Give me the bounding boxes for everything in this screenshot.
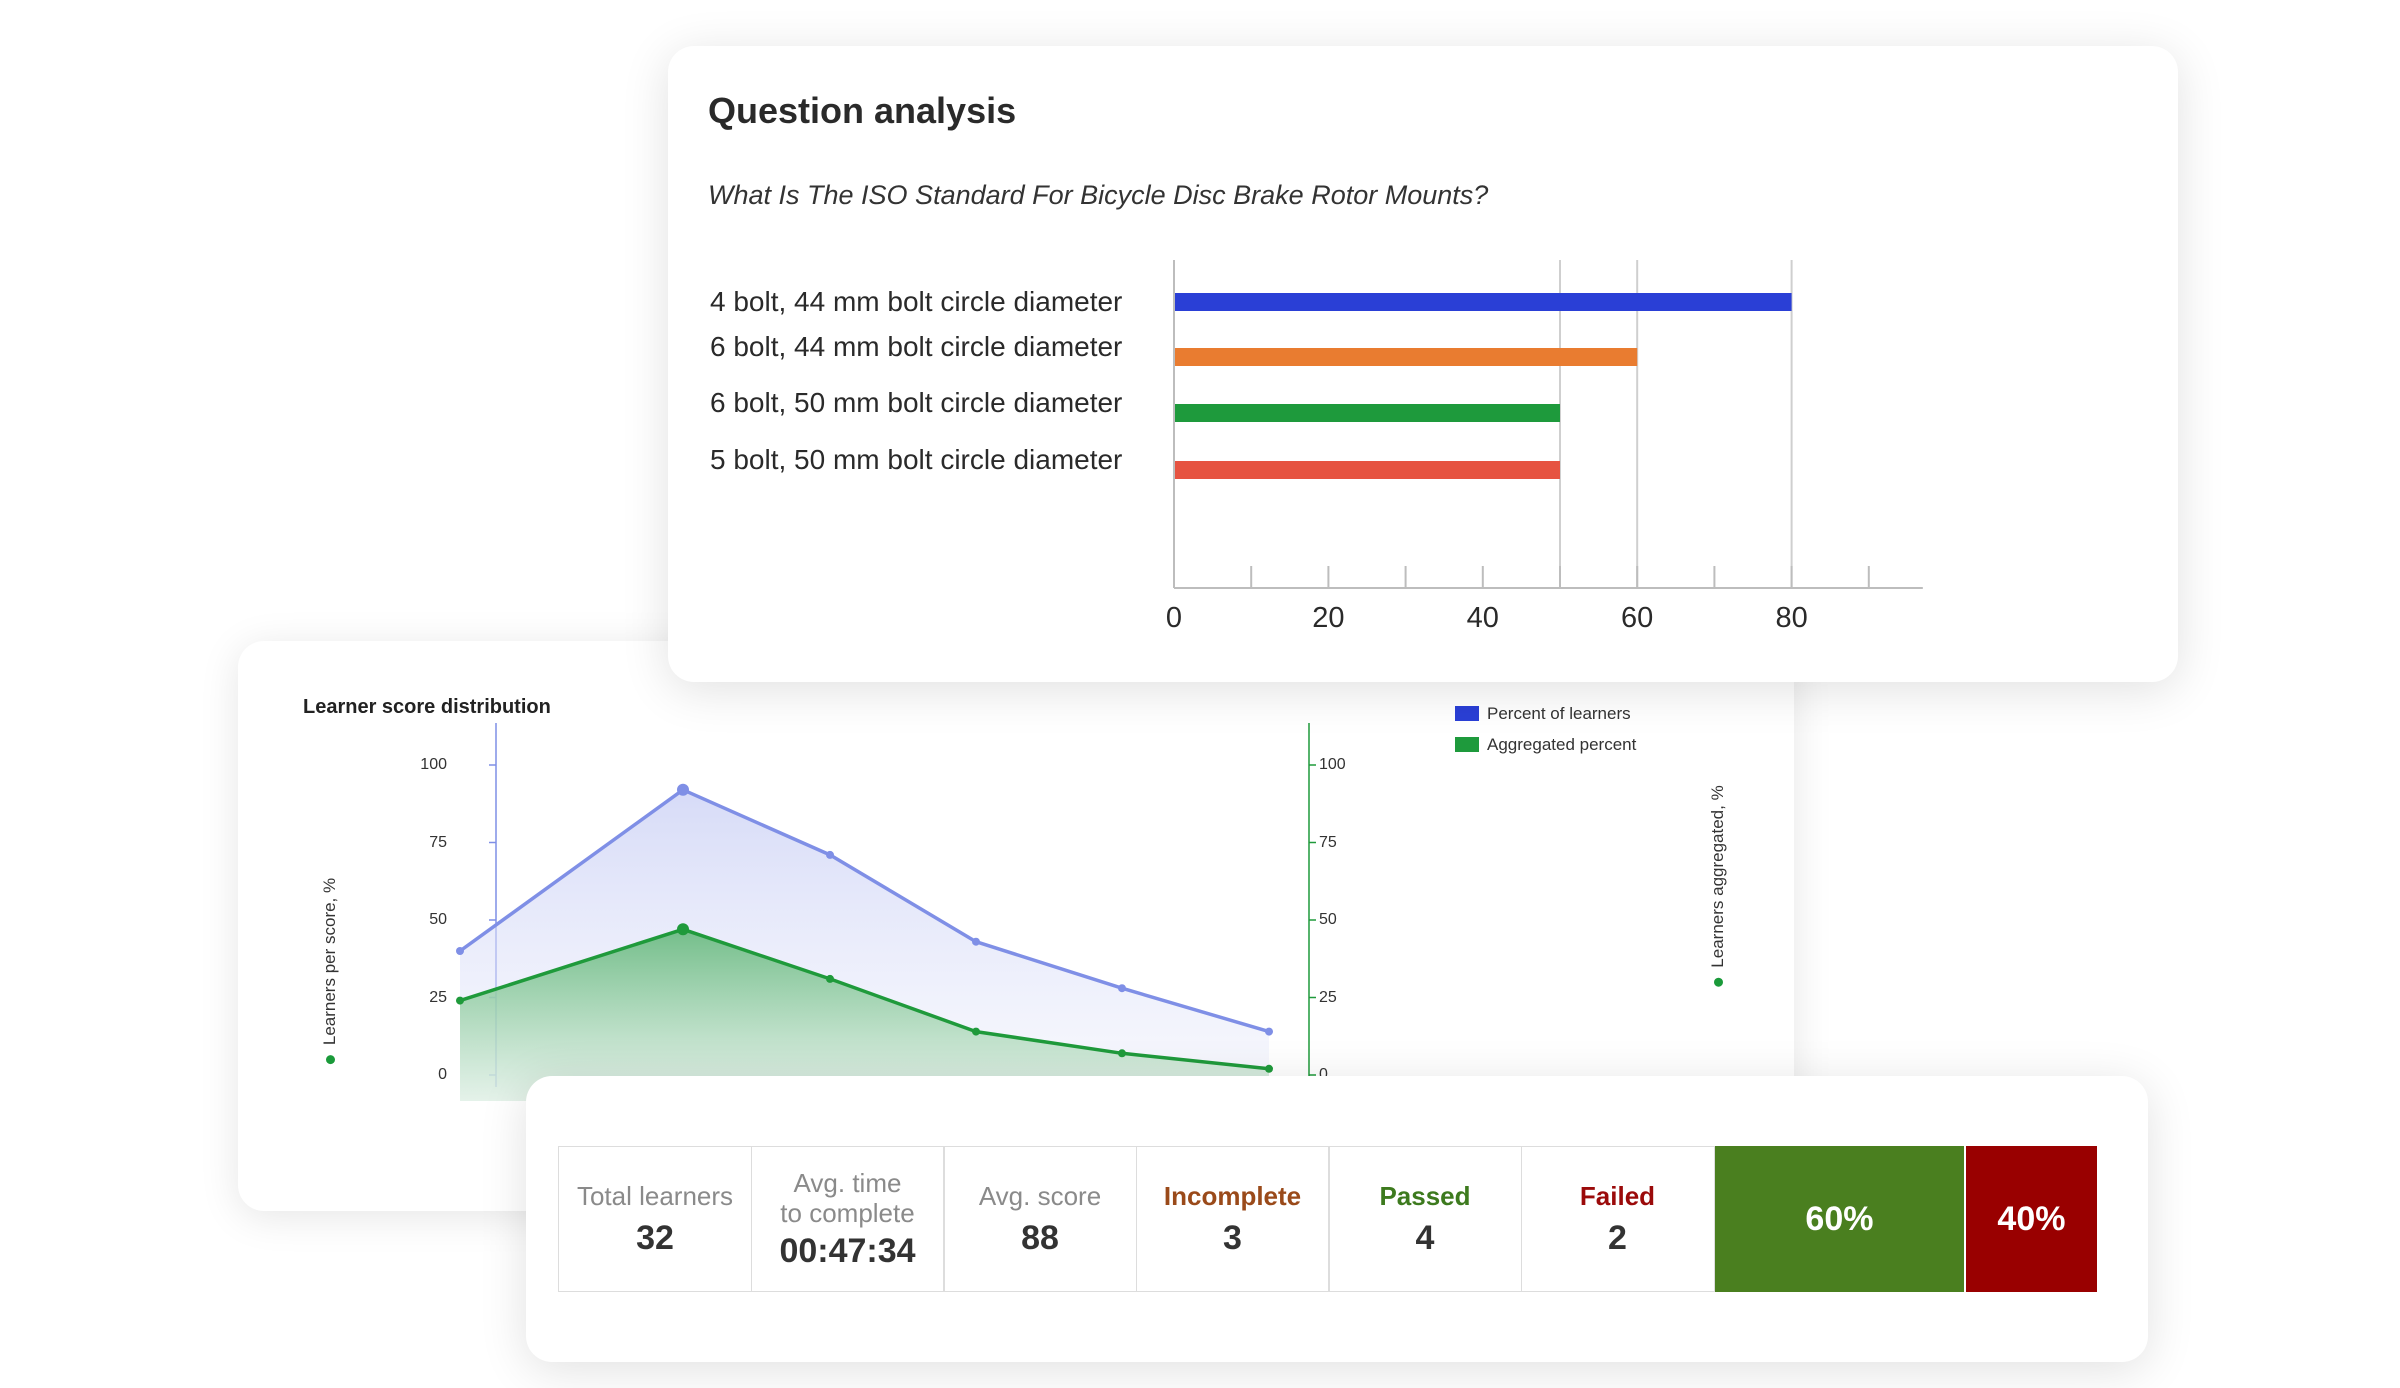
legend-label-aggregated: Aggregated percent bbox=[1487, 734, 1637, 754]
bar-label-1: 6 bolt, 44 mm bolt circle diameter bbox=[710, 331, 1123, 362]
pass-fail-bar: 60% 40% bbox=[1714, 1146, 2097, 1292]
question-analysis-card: Question analysis What Is The ISO Standa… bbox=[668, 46, 2178, 682]
legend-label-percent: Percent of learners bbox=[1487, 703, 1631, 723]
series-0-point-1 bbox=[677, 783, 689, 796]
question-text: What Is The ISO Standard For Bicycle Dis… bbox=[708, 180, 1489, 210]
legend-swatch-blue bbox=[1455, 706, 1479, 721]
stat-score-label: Avg. score bbox=[978, 1180, 1102, 1211]
x-tick-label-20: 20 bbox=[1312, 602, 1345, 634]
bar-1 bbox=[1175, 348, 1638, 366]
series-1-point-1 bbox=[677, 923, 689, 936]
stat-total-value: 32 bbox=[636, 1218, 674, 1257]
series-0-point-2 bbox=[826, 850, 834, 859]
question-bar-chart bbox=[1173, 260, 1923, 589]
failed-percent-segment: 40% bbox=[1966, 1146, 2097, 1292]
y-left-tick-label-75: 75 bbox=[429, 833, 447, 851]
stat-total-label: Total learners bbox=[576, 1180, 734, 1211]
y-right-tick-label-100: 100 bbox=[1319, 756, 1346, 773]
series-1-point-2 bbox=[826, 974, 834, 983]
series-0-point-3 bbox=[972, 937, 980, 946]
bar-label-2: 6 bolt, 50 mm bolt circle diameter bbox=[710, 387, 1123, 418]
score-distribution-chart bbox=[456, 723, 1316, 1101]
legend-swatch-green bbox=[1455, 737, 1479, 752]
question-analysis-title: Question analysis bbox=[708, 90, 1017, 131]
y-left-tick-label-25: 25 bbox=[429, 988, 447, 1006]
stat-passed-label: Passed bbox=[1379, 1180, 1471, 1211]
stats-card: Total learners 32 Avg. time to complete … bbox=[526, 1076, 2148, 1362]
bar-0 bbox=[1175, 293, 1792, 311]
series-line-1 bbox=[459, 927, 1270, 1071]
bar-label-3: 5 bolt, 50 mm bolt circle diameter bbox=[710, 444, 1123, 475]
y-right-tick-label-75: 75 bbox=[1319, 833, 1337, 851]
chart-legend: Percent of learners Aggregated percent bbox=[1455, 698, 1636, 760]
series-1-point-0 bbox=[456, 996, 464, 1005]
stat-time-label-1: Avg. time bbox=[793, 1167, 902, 1198]
legend-item-aggregated: Aggregated percent bbox=[1455, 729, 1636, 760]
stat-total-learners: Total learners 32 bbox=[558, 1146, 752, 1292]
stat-passed-value: 4 bbox=[1415, 1218, 1435, 1257]
series-1-point-3 bbox=[972, 1027, 980, 1036]
stat-avg-score: Avg. score 88 bbox=[943, 1146, 1137, 1292]
series-1-point-4 bbox=[1118, 1049, 1126, 1058]
series-0-point-0 bbox=[456, 947, 464, 955]
series-line-0 bbox=[458, 788, 1270, 1034]
y-left-tick-label-50: 50 bbox=[429, 911, 447, 928]
stat-incomplete: Incomplete 3 bbox=[1135, 1146, 1330, 1292]
y-right-tick-label-25: 25 bbox=[1319, 988, 1337, 1006]
stat-score-value: 88 bbox=[1021, 1218, 1059, 1257]
stat-failed-label: Failed bbox=[1579, 1180, 1656, 1211]
y-left-tick-label-0: 0 bbox=[438, 1066, 447, 1083]
score-distribution-title: Learner score distribution bbox=[303, 696, 551, 718]
stats-table: Total learners 32 Avg. time to complete … bbox=[558, 1146, 2097, 1292]
x-tick-label-60: 60 bbox=[1621, 602, 1654, 634]
series-0-point-4 bbox=[1118, 984, 1126, 993]
stat-failed: Failed 2 bbox=[1520, 1146, 1715, 1292]
x-tick-label-0: 0 bbox=[1165, 602, 1183, 634]
y-right-tick-label-0: 0 bbox=[1319, 1066, 1328, 1083]
passed-percent-segment: 60% bbox=[1714, 1146, 1965, 1292]
stat-failed-value: 2 bbox=[1608, 1218, 1627, 1257]
y-left-tick-label-100: 100 bbox=[420, 756, 447, 773]
legend-item-percent: Percent of learners bbox=[1455, 698, 1636, 729]
bar-3 bbox=[1175, 461, 1560, 479]
x-tick-label-40: 40 bbox=[1466, 602, 1499, 634]
stat-avg-time: Avg. time to complete 00:47:34 bbox=[750, 1146, 945, 1292]
bar-2 bbox=[1175, 404, 1560, 422]
series-area-1 bbox=[460, 929, 1269, 1101]
stat-passed: Passed 4 bbox=[1328, 1146, 1522, 1292]
stat-time-label-2: to complete bbox=[780, 1197, 915, 1228]
y-right-tick-label-50: 50 bbox=[1319, 911, 1337, 928]
stat-time-value: 00:47:34 bbox=[779, 1231, 916, 1270]
stat-incomplete-label: Incomplete bbox=[1163, 1180, 1302, 1211]
series-1-point-5 bbox=[1265, 1064, 1273, 1073]
bar-label-0: 4 bolt, 44 mm bolt circle diameter bbox=[710, 286, 1123, 317]
series-0-point-5 bbox=[1265, 1027, 1273, 1036]
x-tick-label-80: 80 bbox=[1775, 602, 1808, 634]
stat-incomplete-value: 3 bbox=[1223, 1218, 1242, 1257]
